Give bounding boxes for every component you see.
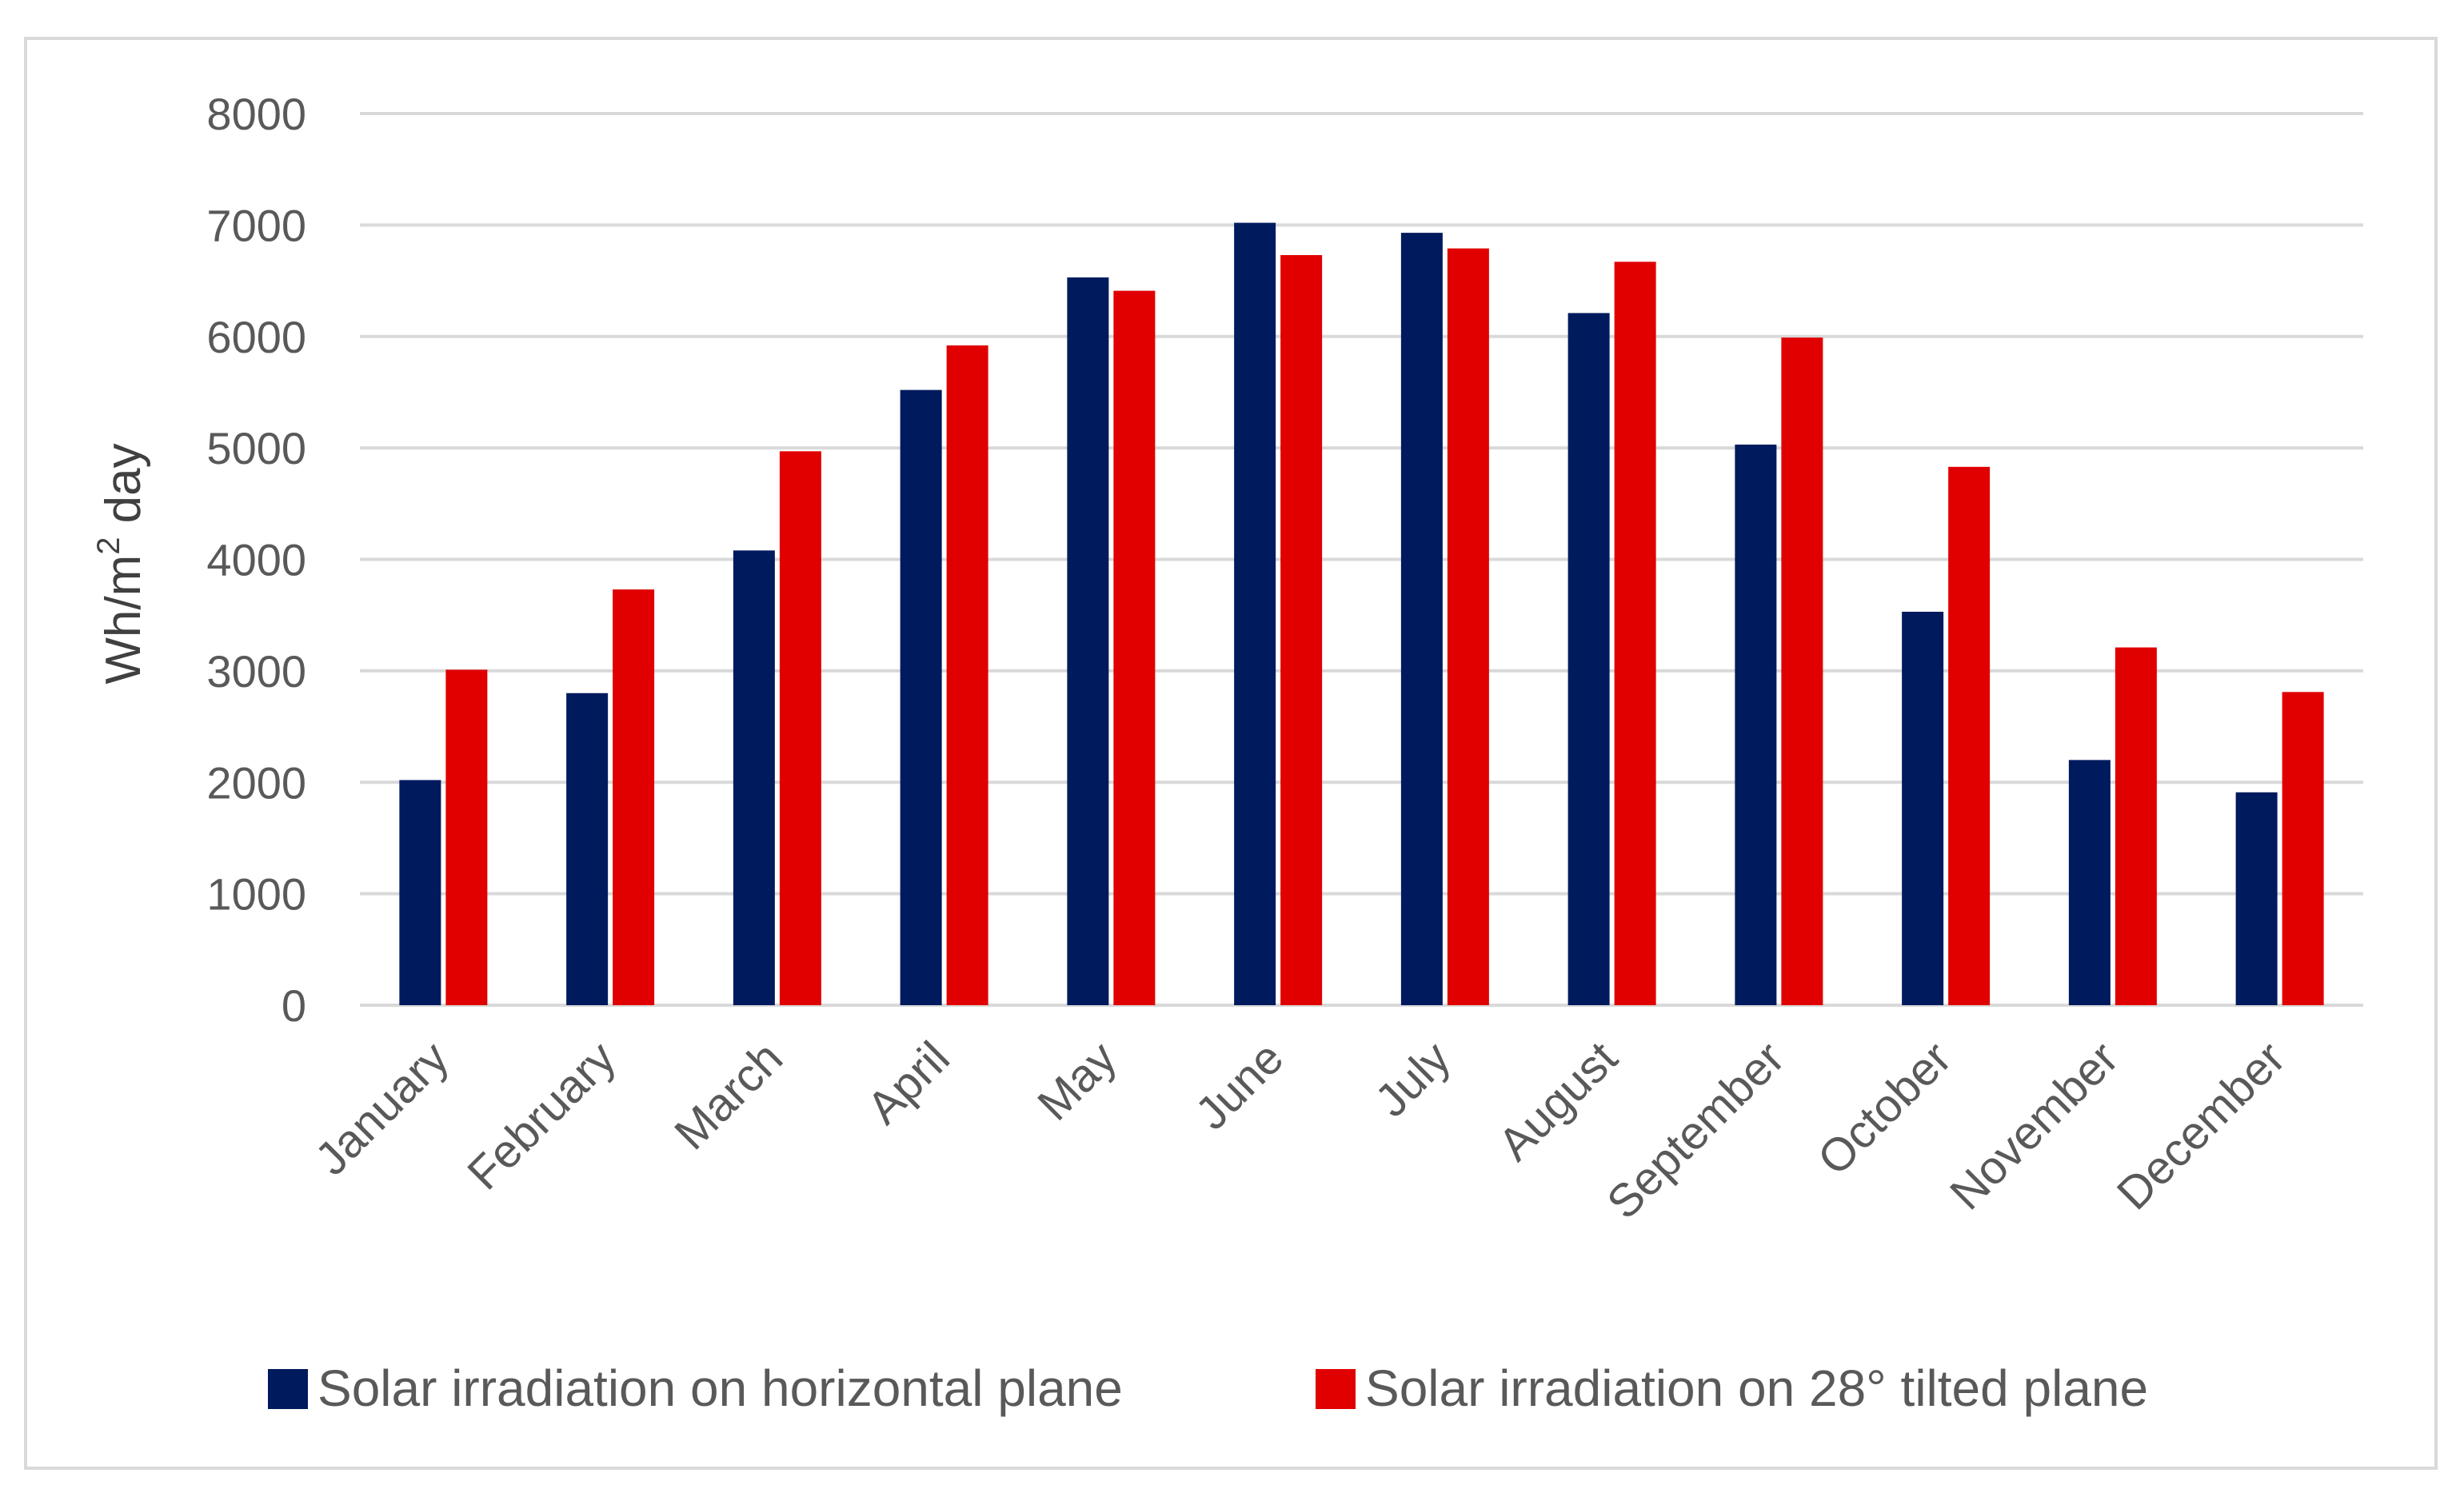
x-tick-label-august: August bbox=[1488, 1032, 1627, 1171]
x-tick-label-january: January bbox=[306, 1032, 459, 1185]
bar-tilted-october bbox=[1948, 466, 1991, 1005]
bar-tilted-june bbox=[1280, 255, 1323, 1006]
legend-swatch-tilted bbox=[1316, 1369, 1356, 1409]
bar-horizontal-june bbox=[1234, 222, 1276, 1005]
x-tick-label-november: November bbox=[1940, 1032, 2128, 1220]
x-tick-label-april: April bbox=[857, 1032, 960, 1134]
bar-tilted-may bbox=[1113, 290, 1156, 1005]
y-axis-title: Wh/m2 day bbox=[91, 443, 151, 684]
bar-tilted-august bbox=[1614, 261, 1656, 1005]
bar-horizontal-september bbox=[1735, 444, 1777, 1005]
legend: Solar irradiation on horizontal plane So… bbox=[268, 1359, 2148, 1417]
y-axis-title-base: Wh/m bbox=[96, 555, 151, 685]
bar-horizontal-august bbox=[1567, 313, 1610, 1005]
chart-frame bbox=[24, 37, 2438, 1470]
bar-horizontal-march bbox=[733, 550, 775, 1005]
y-tick-label: 0 bbox=[282, 980, 306, 1031]
bar-horizontal-october bbox=[1902, 612, 1944, 1005]
bar-tilted-february bbox=[613, 589, 655, 1005]
bar-horizontal-july bbox=[1400, 233, 1443, 1006]
x-tick-label-june: June bbox=[1185, 1032, 1293, 1140]
y-axis-ticks: 0 1000 2000 3000 4000 5000 6000 7000 8000 bbox=[206, 89, 306, 1031]
y-tick-label: 5000 bbox=[206, 423, 306, 473]
y-tick-label: 6000 bbox=[206, 312, 306, 362]
y-axis-title-sup: 2 bbox=[91, 537, 126, 555]
x-tick-label-september: September bbox=[1597, 1032, 1795, 1229]
bar-tilted-december bbox=[2282, 692, 2324, 1005]
x-tick-label-december: December bbox=[2107, 1032, 2295, 1220]
bar-horizontal-february bbox=[566, 693, 609, 1005]
bar-horizontal-may bbox=[1067, 277, 1109, 1006]
x-tick-label-may: May bbox=[1028, 1032, 1126, 1130]
bar-tilted-november bbox=[2115, 647, 2157, 1005]
legend-swatch-horizontal bbox=[268, 1369, 308, 1409]
y-tick-label: 8000 bbox=[206, 89, 306, 139]
y-tick-label: 4000 bbox=[206, 535, 306, 585]
bar-tilted-january bbox=[445, 669, 488, 1005]
y-tick-label: 2000 bbox=[206, 757, 306, 808]
y-tick-label: 1000 bbox=[206, 869, 306, 920]
x-tick-label-july: July bbox=[1365, 1032, 1460, 1127]
bar-tilted-july bbox=[1447, 248, 1489, 1005]
bar-horizontal-april bbox=[900, 389, 942, 1005]
x-tick-label-march: March bbox=[665, 1032, 793, 1160]
x-tick-label-october: October bbox=[1807, 1032, 1961, 1185]
gridlines bbox=[360, 112, 2363, 1007]
y-axis-title-suffix: day bbox=[96, 443, 151, 537]
y-tick-label: 7000 bbox=[206, 200, 306, 250]
bar-horizontal-january bbox=[399, 780, 441, 1005]
bar-horizontal-december bbox=[2235, 792, 2278, 1005]
legend-label-horizontal: Solar irradiation on horizontal plane bbox=[317, 1359, 1123, 1417]
bar-tilted-september bbox=[1781, 337, 1823, 1005]
bar-horizontal-november bbox=[2068, 760, 2111, 1005]
bar-tilted-april bbox=[946, 345, 988, 1005]
x-tick-label-february: February bbox=[457, 1032, 625, 1200]
bar-tilted-march bbox=[779, 451, 821, 1005]
y-tick-label: 3000 bbox=[206, 646, 306, 697]
legend-label-tilted: Solar irradiation on 28° tilted plane bbox=[1365, 1359, 2148, 1417]
bars bbox=[399, 222, 2324, 1006]
